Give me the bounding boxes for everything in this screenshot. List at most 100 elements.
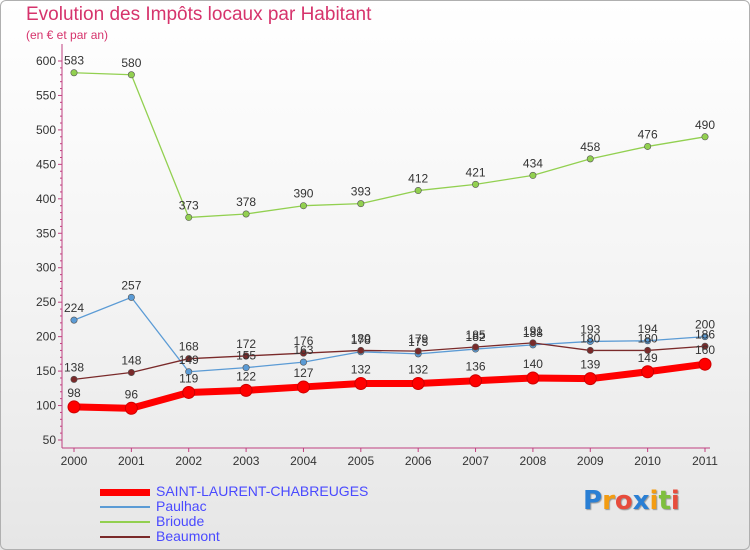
logo-letter: t (658, 486, 671, 516)
data-label-paulhac: 194 (638, 322, 658, 336)
point-brioude (299, 202, 307, 210)
point-saint-laurent-chabreuges (469, 374, 483, 388)
point-beaumont (414, 347, 422, 355)
y-tick-label: 50 (43, 433, 57, 447)
data-label-paulhac: 224 (64, 301, 84, 315)
point-brioude (357, 200, 365, 208)
point-saint-laurent-chabreuges (641, 365, 655, 379)
point-paulhac (586, 337, 594, 345)
data-label-brioude: 583 (64, 54, 84, 68)
x-tick-label: 2011 (692, 454, 718, 468)
data-label-paulhac: 163 (293, 343, 313, 357)
point-paulhac (701, 333, 709, 341)
point-beaumont (701, 342, 709, 350)
point-saint-laurent-chabreuges (239, 383, 253, 397)
point-saint-laurent-chabreuges (296, 380, 310, 394)
data-label-saint-laurent-chabreuges: 132 (351, 362, 371, 376)
point-brioude (185, 213, 193, 221)
data-label-paulhac: 175 (408, 335, 428, 349)
logo-letter: o (614, 486, 633, 516)
point-beaumont (185, 355, 193, 363)
chart-subtitle: (en € et par an) (26, 28, 109, 42)
data-label-brioude: 412 (408, 172, 428, 186)
data-label-beaumont: 191 (523, 324, 543, 338)
y-tick-label: 450 (36, 157, 56, 171)
data-label-beaumont: 172 (236, 337, 256, 351)
y-tick-label: 100 (36, 399, 56, 413)
legend-swatch-brioude (100, 521, 150, 524)
data-label-beaumont: 186 (695, 327, 715, 341)
point-beaumont (242, 352, 250, 360)
legend-item-saint-laurent-chabreuges: SAINT-LAURENT-CHABREUGES (100, 484, 368, 499)
logo-letter: P (583, 486, 603, 516)
data-label-paulhac: 155 (236, 349, 256, 363)
point-brioude (414, 187, 422, 195)
point-paulhac (127, 293, 135, 301)
point-beaumont (529, 339, 537, 347)
data-label-saint-laurent-chabreuges: 136 (466, 360, 486, 374)
point-saint-laurent-chabreuges (583, 372, 597, 386)
data-label-saint-laurent-chabreuges: 140 (523, 357, 543, 371)
legend-label-brioude: Brioude (156, 513, 205, 529)
point-beaumont (127, 368, 135, 376)
point-saint-laurent-chabreuges (124, 401, 138, 415)
chart-title: Evolution des Impôts locaux par Habitant (26, 4, 372, 25)
data-label-saint-laurent-chabreuges: 98 (67, 386, 81, 400)
logo-letter: i (670, 486, 680, 516)
data-label-beaumont: 179 (408, 332, 428, 346)
data-label-brioude: 580 (121, 56, 141, 70)
point-beaumont (299, 349, 307, 357)
data-label-brioude: 476 (638, 127, 658, 141)
series-line-beaumont (73, 342, 706, 381)
data-label-beaumont: 176 (293, 334, 313, 348)
point-saint-laurent-chabreuges (354, 376, 368, 390)
legend-label-beaumont: Beaumont (156, 528, 220, 544)
data-label-brioude: 458 (580, 140, 600, 154)
legend-item-beaumont: Beaumont (100, 529, 368, 544)
data-label-brioude: 421 (466, 165, 486, 179)
y-tick-label: 300 (36, 261, 56, 275)
point-beaumont (357, 346, 365, 354)
legend: SAINT-LAURENT-CHABREUGES Paulhac Brioude Be… (100, 484, 368, 544)
y-tick-label: 600 (36, 54, 56, 68)
data-label-brioude: 373 (179, 198, 199, 212)
point-brioude (242, 210, 250, 218)
data-label-paulhac: 182 (466, 330, 486, 344)
data-label-brioude: 390 (293, 187, 313, 201)
point-paulhac (70, 316, 78, 324)
logo-letter: i (649, 486, 659, 516)
data-labels-layer: 98 96 119 122 127 132 132 136 140 139 149 160 224 257… (64, 54, 715, 402)
proxiti-logo: Proxiti (583, 486, 680, 516)
data-label-paulhac: 193 (580, 322, 600, 336)
point-saint-laurent-chabreuges (411, 376, 425, 390)
data-label-brioude: 490 (695, 118, 715, 132)
point-brioude (127, 71, 135, 79)
y-tick-label: 500 (36, 123, 56, 137)
y-tick-label: 200 (36, 330, 56, 344)
y-tick-label: 550 (36, 88, 56, 102)
point-saint-laurent-chabreuges (526, 371, 540, 385)
data-label-saint-laurent-chabreuges: 160 (695, 343, 715, 357)
logo-letter: x (632, 486, 650, 516)
point-saint-laurent-chabreuges (67, 400, 81, 414)
y-tick-label: 150 (36, 364, 56, 378)
point-beaumont (472, 343, 480, 351)
point-brioude (472, 180, 480, 188)
data-label-saint-laurent-chabreuges: 149 (638, 351, 658, 365)
point-paulhac (299, 358, 307, 366)
point-paulhac (242, 364, 250, 372)
data-label-brioude: 378 (236, 195, 256, 209)
legend-swatch-paulhac (100, 506, 150, 509)
point-brioude (701, 133, 709, 141)
logo-letter: r (602, 486, 615, 516)
series-line-saint-laurent-chabreuges (70, 360, 709, 412)
x-tick-label: 2002 (175, 454, 202, 468)
point-beaumont (70, 375, 78, 383)
data-label-brioude: 434 (523, 156, 543, 170)
x-tick-label: 2008 (520, 454, 547, 468)
data-label-paulhac: 257 (121, 278, 141, 292)
data-label-paulhac: 178 (351, 333, 371, 347)
legend-swatch-saint-laurent-chabreuges (100, 488, 150, 496)
data-label-paulhac: 188 (523, 326, 543, 340)
